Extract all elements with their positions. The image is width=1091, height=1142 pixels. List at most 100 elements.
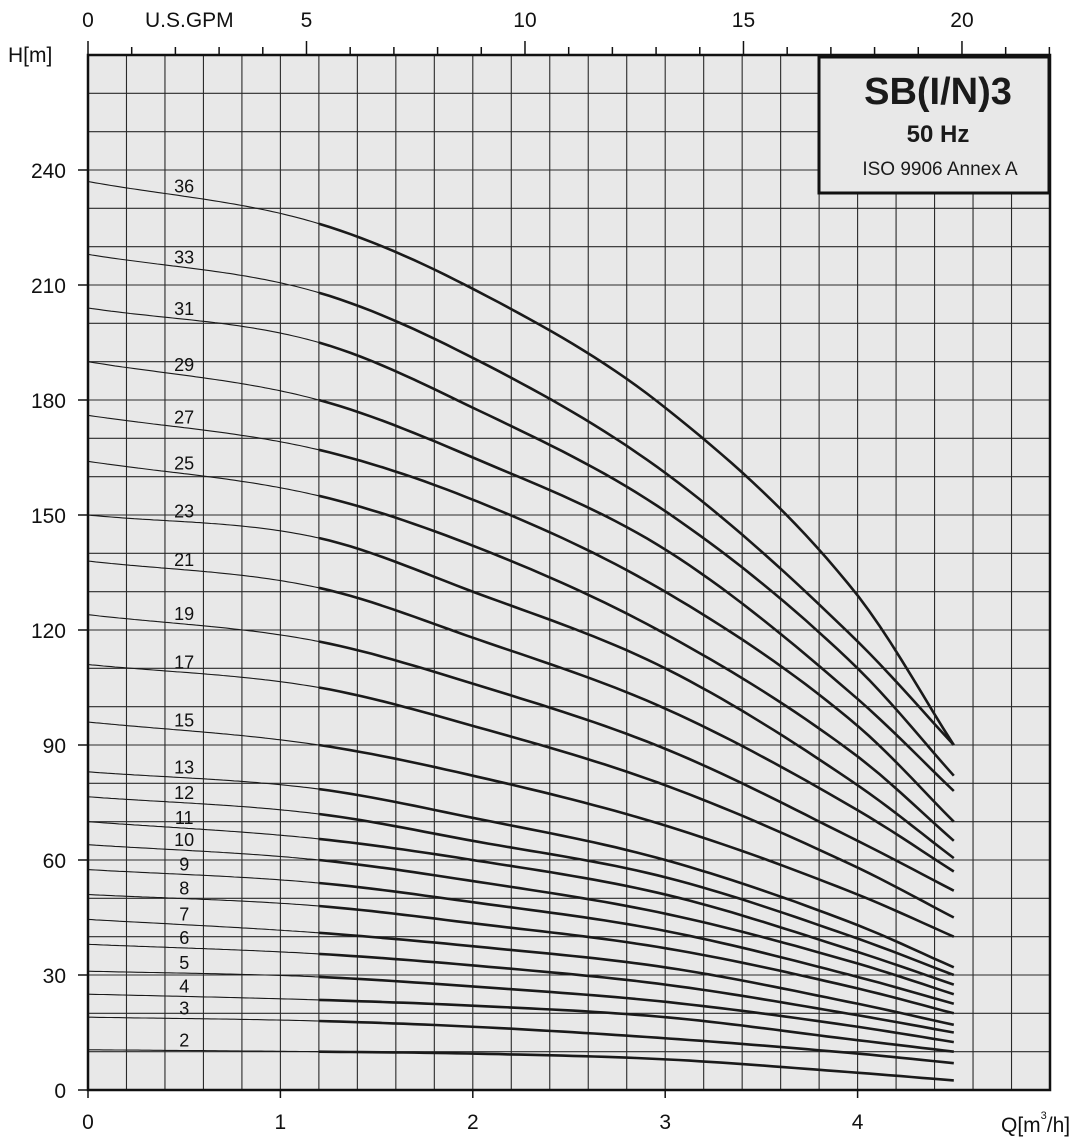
x-tick-label: 3	[659, 1111, 671, 1134]
curve-label: 8	[179, 879, 189, 899]
curve-label: 31	[174, 299, 194, 319]
curve-8-thin	[87, 893, 319, 907]
chart-subtitle: 50 Hz	[907, 121, 970, 148]
curve-3-thin	[88, 1016, 319, 1022]
curve-31	[318, 341, 955, 777]
curve-label: 9	[179, 854, 189, 874]
curve-17	[318, 686, 955, 919]
y-tick-label: 150	[31, 505, 66, 528]
top-tick-label: 20	[950, 9, 973, 32]
curve-6-thin	[87, 943, 319, 955]
x-axis-label: Q[m3/h]	[1001, 1110, 1070, 1137]
curve-label: 7	[179, 905, 189, 925]
y-tick-label: 210	[31, 275, 66, 298]
curve-15	[318, 743, 955, 938]
y-tick-label: 90	[43, 735, 66, 758]
y-tick-label: 0	[54, 1080, 66, 1103]
curve-7-thin	[87, 918, 319, 934]
curve-label: 5	[179, 953, 189, 973]
top-tick-label: 5	[301, 9, 313, 32]
curve-label: 27	[174, 408, 194, 428]
plot-area-background	[88, 55, 1050, 1090]
curve-label: 29	[174, 355, 194, 375]
y-tick-label: 60	[43, 850, 66, 873]
curve-label: 10	[174, 830, 194, 850]
curve-21	[318, 586, 955, 873]
curve-label: 13	[174, 758, 194, 778]
curve-13-thin	[87, 771, 319, 790]
curve-2-thin	[88, 1049, 319, 1053]
curve-33	[318, 291, 955, 746]
curve-label: 4	[179, 976, 189, 996]
curve-10	[318, 858, 955, 996]
curve-4-thin	[87, 993, 319, 1001]
curve-33-thin	[87, 253, 320, 294]
curve-label: 12	[174, 783, 194, 803]
curve-25	[318, 494, 955, 842]
curve-label: 15	[174, 710, 194, 730]
curve-36	[318, 222, 955, 746]
curve-27	[318, 448, 955, 823]
curve-9	[318, 881, 955, 1006]
curve-label: 11	[175, 808, 194, 828]
curve-21-thin	[87, 560, 320, 589]
curve-6	[318, 952, 955, 1034]
x-tick-label: 1	[275, 1111, 287, 1134]
curve-29	[318, 398, 955, 792]
curve-label: 19	[174, 604, 194, 624]
curve-11	[318, 837, 955, 986]
curve-label: 17	[174, 652, 194, 672]
curves	[87, 180, 955, 1082]
curve-25-thin	[87, 460, 320, 497]
curve-5	[318, 975, 955, 1044]
curve-8	[318, 904, 955, 1015]
curve-label: 23	[174, 502, 194, 522]
x-tick-label: 2	[467, 1111, 479, 1134]
y-tick-label: 120	[31, 620, 66, 643]
curve-7	[318, 931, 955, 1027]
curve-23	[318, 536, 955, 860]
y-tick-label: 180	[31, 390, 66, 413]
y-tick-label: 240	[31, 160, 66, 183]
curve-12	[318, 812, 955, 977]
top-tick-label: 0	[82, 9, 94, 32]
chart-title: SB(I/N)3	[864, 71, 1012, 113]
curve-label: 3	[179, 999, 189, 1019]
x-tick-label: 4	[852, 1111, 864, 1134]
curve-19	[318, 640, 955, 892]
top-tick-label: 15	[732, 9, 755, 32]
curve-19-thin	[87, 614, 319, 643]
curve-5-thin	[87, 970, 319, 978]
curve-23-thin	[87, 514, 320, 539]
top-tick-label: 10	[513, 9, 536, 32]
curve-36-thin	[87, 180, 320, 225]
curve-27-thin	[87, 414, 320, 451]
curve-15-thin	[87, 721, 319, 746]
curve-label: 2	[179, 1031, 189, 1051]
curve-13	[318, 787, 955, 969]
curve-12-thin	[87, 796, 319, 815]
title-box: SB(I/N)3 50 Hz ISO 9906 Annex A	[817, 55, 1051, 195]
curve-label: 6	[179, 928, 189, 948]
y-tick-label: 30	[43, 965, 66, 988]
grid	[88, 55, 1050, 1090]
curve-4	[318, 998, 954, 1053]
curve-11-thin	[87, 821, 319, 840]
x-tick-label: 0	[82, 1111, 94, 1134]
curve-10-thin	[87, 844, 319, 861]
curve-29-thin	[87, 361, 320, 401]
y-axis-label: H[m]	[8, 44, 52, 67]
curve-label: 36	[174, 176, 194, 196]
curve-label: 33	[174, 247, 194, 267]
curve-label: 21	[174, 550, 194, 570]
curve-3	[318, 1019, 954, 1065]
curve-2	[318, 1050, 954, 1082]
chart-standard: ISO 9906 Annex A	[862, 159, 1018, 180]
curve-31-thin	[87, 307, 320, 344]
curve-label: 25	[174, 454, 194, 474]
curve-9-thin	[87, 869, 319, 884]
curve-17-thin	[87, 663, 319, 689]
